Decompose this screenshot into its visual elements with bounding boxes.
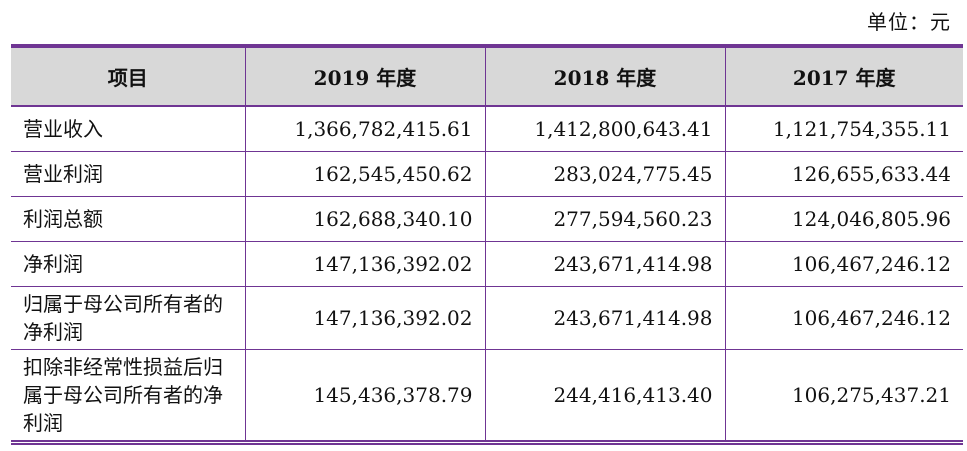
table-header-row: 项目 2019 年度 2018 年度 2017 年度 — [11, 48, 963, 107]
row-label: 营业收入 — [11, 106, 246, 152]
header-2017: 2017 年度 — [725, 48, 963, 107]
value-2018: 283,024,775.45 — [485, 151, 726, 197]
row-label: 归属于母公司所有者的净利润 — [11, 286, 246, 350]
table-row: 利润总额 162,688,340.10 277,594,560.23 124,0… — [11, 196, 963, 242]
financial-table: 项目 2019 年度 2018 年度 2017 年度 营业收入 1,366,78… — [11, 48, 963, 440]
value-2017: 106,467,246.12 — [725, 241, 963, 287]
value-2017: 106,275,437.21 — [791, 383, 951, 407]
value-2017: 126,655,633.44 — [725, 151, 963, 197]
value-2017: 106,467,246.12 — [725, 286, 963, 350]
value-2019: 147,136,392.02 — [245, 286, 486, 350]
row-label: 利润总额 — [11, 196, 246, 242]
value-2018: 243,671,414.98 — [485, 241, 726, 287]
table-row: 营业收入 1,366,782,415.61 1,412,800,643.41 1… — [11, 106, 963, 152]
table-row: 归属于母公司所有者的净利润 147,136,392.02 243,671,414… — [11, 286, 963, 350]
value-2019: 1,366,782,415.61 — [245, 106, 486, 152]
value-2018: 244,416,413.40 — [485, 349, 726, 440]
financial-table-wrapper: 项目 2019 年度 2018 年度 2017 年度 营业收入 1,366,78… — [11, 44, 963, 445]
value-2019: 145,436,378.79 — [245, 349, 486, 440]
table-row: 营业利润 162,545,450.62 283,024,775.45 126,6… — [11, 151, 963, 197]
value-2017: 124,046,805.96 — [725, 196, 963, 242]
row-label: 扣除非经常性损益后归属于母公司所有者的净利润 — [11, 349, 246, 440]
value-2019: 162,688,340.10 — [245, 196, 486, 242]
row-label: 净利润 — [11, 241, 246, 287]
header-2018: 2018 年度 — [485, 48, 726, 107]
row-label: 营业利润 — [11, 151, 246, 197]
value-2019: 162,545,450.62 — [245, 151, 486, 197]
unit-label: 单位：元 — [867, 10, 951, 34]
value-2018: 1,412,800,643.41 — [485, 106, 726, 152]
table-row: 扣除非经常性损益后归属于母公司所有者的净利润 145,436,378.79 24… — [11, 349, 963, 440]
value-2017: 1,121,754,355.11 — [725, 106, 963, 152]
value-2018: 243,671,414.98 — [485, 286, 726, 350]
header-2019: 2019 年度 — [245, 48, 486, 107]
table-row: 净利润 147,136,392.02 243,671,414.98 106,46… — [11, 241, 963, 287]
value-2019: 147,136,392.02 — [245, 241, 486, 287]
value-2018: 277,594,560.23 — [485, 196, 726, 242]
header-item: 项目 — [11, 48, 246, 107]
